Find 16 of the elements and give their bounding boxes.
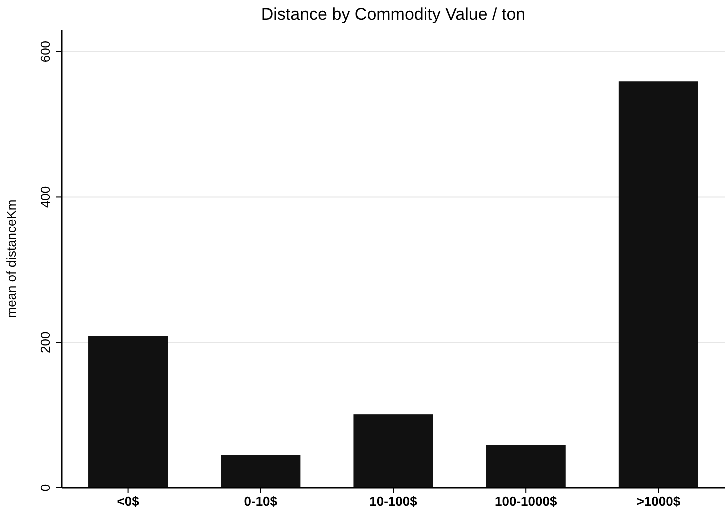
y-axis-title: mean of distanceKm xyxy=(4,200,19,318)
x-tick-label: >1000$ xyxy=(636,494,682,509)
bar xyxy=(486,445,566,488)
bar xyxy=(618,82,698,488)
bar xyxy=(221,455,301,488)
x-tick-label: 0-10$ xyxy=(244,494,278,509)
bar xyxy=(88,336,168,488)
y-tick-label: 400 xyxy=(38,186,53,208)
y-tick-label: 0 xyxy=(38,484,53,492)
x-tick-label: <0$ xyxy=(117,494,140,509)
y-tick-label: 600 xyxy=(38,40,53,63)
y-tick-label: 200 xyxy=(38,332,53,354)
x-tick-label: 10-100$ xyxy=(370,494,418,509)
bar xyxy=(354,414,434,488)
chart-title: Distance by Commodity Value / ton xyxy=(261,5,526,24)
x-tick-label: 100-1000$ xyxy=(495,494,558,509)
